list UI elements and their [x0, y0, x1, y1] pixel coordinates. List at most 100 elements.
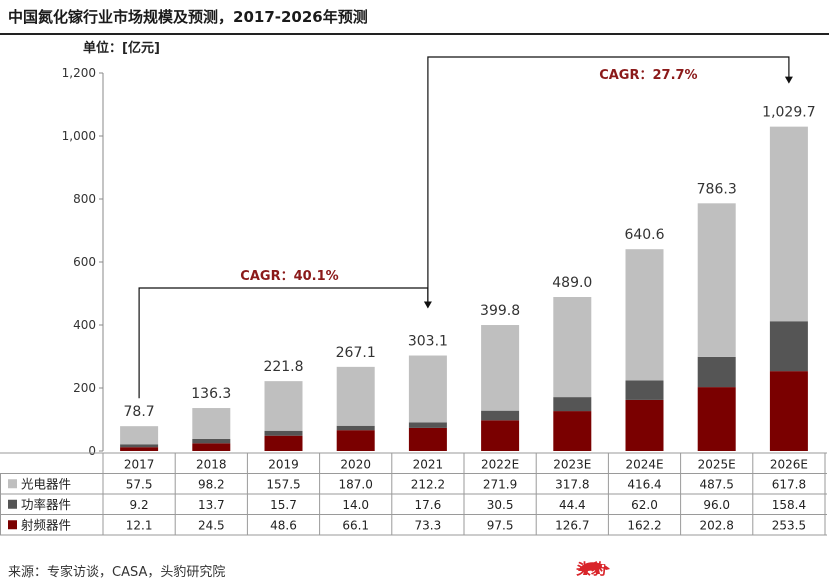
table-cell-value: 9.2: [130, 498, 149, 512]
source-note: 来源：专家访谈，CASA，头豹研究院: [8, 565, 226, 580]
bar-total-label: 303.1: [408, 334, 448, 350]
bar-segment: [192, 408, 231, 439]
x-category-label: 2020: [340, 457, 371, 471]
table-cell-value: 126.7: [555, 518, 589, 532]
y-tick-label: 1,200: [62, 66, 96, 80]
table-cell-value: 157.5: [266, 477, 300, 491]
y-tick-label: 1,000: [62, 129, 96, 143]
x-category-label: 2025E: [698, 457, 736, 471]
x-category-label: 2017: [124, 457, 155, 471]
table-cell-value: 158.4: [772, 498, 806, 512]
table-cell-value: 187.0: [339, 477, 373, 491]
bar-segment: [697, 356, 736, 388]
table-cell-value: 17.6: [415, 498, 442, 512]
table-cell-value: 98.2: [198, 477, 225, 491]
bar-total-label: 78.7: [124, 404, 155, 420]
y-tick-label: 0: [88, 444, 96, 458]
x-category-label: 2018: [196, 457, 227, 471]
bar-segment: [481, 410, 520, 421]
x-category-label: 2023E: [553, 457, 591, 471]
bar-total-label: 399.8: [480, 303, 520, 319]
bar-segment: [625, 380, 664, 400]
table-cell-value: 96.0: [703, 498, 730, 512]
legend-swatch: [8, 499, 17, 509]
table-cell-value: 253.5: [772, 518, 806, 532]
legend-swatch: [8, 520, 17, 530]
table-cell-value: 14.0: [342, 498, 369, 512]
cagr-arrowhead: [784, 76, 793, 84]
bar-segment: [264, 435, 303, 451]
legend-label: 光电器件: [21, 476, 71, 491]
bar-segment: [769, 126, 808, 322]
brand-logo: 头豹: [576, 557, 610, 579]
table-cell-value: 48.6: [270, 518, 297, 532]
table-cell-value: 57.5: [126, 477, 153, 491]
table-cell-value: 24.5: [198, 518, 225, 532]
y-tick-label: 600: [73, 255, 96, 269]
bar-segment: [553, 411, 592, 451]
table-cell-value: 97.5: [487, 518, 514, 532]
bar-segment: [336, 425, 375, 431]
x-category-label: 2024E: [625, 457, 663, 471]
bar-segment: [481, 325, 520, 411]
bar-segment: [192, 443, 231, 451]
bar-segment: [408, 427, 447, 451]
table-cell-value: 62.0: [631, 498, 658, 512]
bar-segment: [120, 444, 159, 448]
table-cell-value: 66.1: [342, 518, 369, 532]
bar-segment: [553, 397, 592, 412]
bar-segment: [120, 426, 159, 445]
bar-segment: [625, 399, 664, 451]
x-category-label: 2019: [268, 457, 299, 471]
x-category-label: 2021: [413, 457, 444, 471]
cagr-bracket-2021-2026: [427, 56, 790, 308]
y-tick-label: 400: [73, 318, 96, 332]
y-tick-label: 200: [73, 381, 96, 395]
table-cell-value: 44.4: [559, 498, 586, 512]
cagr-label: CAGR：27.7%: [599, 68, 697, 83]
bar-total-label: 136.3: [191, 386, 231, 402]
leopard-logo-icon: [578, 562, 610, 575]
bar-total-label: 221.8: [263, 359, 303, 375]
bar-segment: [481, 420, 520, 451]
bar-segment: [625, 249, 664, 381]
bar-segment: [769, 321, 808, 372]
bar-total-label: 640.6: [624, 227, 664, 243]
table-cell-value: 212.2: [411, 477, 445, 491]
chart-title: 中国氮化镓行业市场规模及预测，2017-2026年预测: [8, 8, 368, 26]
table-cell-value: 617.8: [772, 477, 806, 491]
cagr-label: CAGR：40.1%: [240, 269, 338, 284]
table-cell-value: 416.4: [627, 477, 661, 491]
bar-segment: [408, 422, 447, 428]
bar-segment: [336, 430, 375, 451]
legend-label: 功率器件: [21, 497, 71, 512]
table-cell-value: 13.7: [198, 498, 225, 512]
bar-segment: [192, 438, 231, 444]
bar-segment: [120, 447, 159, 451]
table-cell-value: 202.8: [700, 518, 734, 532]
x-category-label: 2026E: [770, 457, 808, 471]
table-cell-value: 317.8: [555, 477, 589, 491]
unit-label: 单位：[亿元]: [83, 41, 160, 56]
bar-segment: [264, 381, 303, 431]
x-category-label: 2022E: [481, 457, 519, 471]
bar-segment: [336, 366, 375, 426]
bar-segment: [264, 430, 303, 436]
legend-swatch: [8, 479, 17, 489]
table-cell-value: 12.1: [126, 518, 153, 532]
bar-total-label: 489.0: [552, 275, 592, 291]
table-cell-value: 487.5: [700, 477, 734, 491]
title-divider: [0, 33, 829, 35]
legend-label: 射频器件: [21, 517, 71, 532]
bar-total-label: 1,029.7: [762, 105, 815, 121]
table-cell-value: 162.2: [627, 518, 661, 532]
bar-total-label: 786.3: [697, 181, 737, 197]
bar-segment: [408, 355, 447, 423]
y-tick-label: 800: [73, 192, 96, 206]
table-cell-value: 73.3: [415, 518, 442, 532]
bar-segment: [697, 387, 736, 451]
table-cell-value: 15.7: [270, 498, 297, 512]
bar-segment: [769, 371, 808, 451]
